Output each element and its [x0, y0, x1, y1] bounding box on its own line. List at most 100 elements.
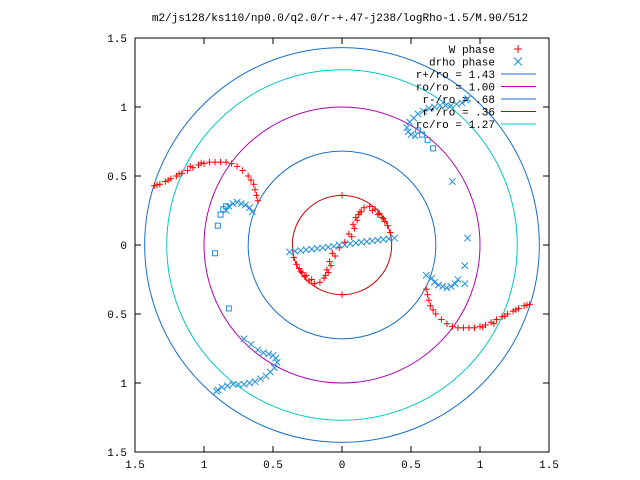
w-phase-point [189, 164, 197, 171]
cross-mark-b [286, 248, 294, 256]
drho-phase-point [218, 383, 226, 391]
cross-mark-b [241, 201, 249, 209]
drho-phase-point [251, 378, 259, 386]
y-tick-label: 1.5 [107, 34, 127, 46]
cross-mark-b [452, 100, 461, 108]
w-phase-point [211, 159, 219, 166]
cross-mark-b [233, 198, 241, 206]
drho-phase-point [240, 380, 248, 388]
w-phase-point [338, 291, 346, 298]
circle-roro [203, 106, 481, 384]
y-tick-label: 1 [120, 103, 127, 115]
w-phase-point [251, 186, 259, 193]
drho-phase-point [439, 282, 447, 290]
w-phase-point [297, 268, 304, 275]
axes: 1.5 1 0.5 0 0.5 1 1.51.510.500.511.5 [107, 34, 559, 472]
w-phase-point [228, 160, 235, 167]
cross-mark-b [248, 208, 256, 216]
cross-mark-b [436, 102, 444, 110]
cross-mark-b [363, 237, 371, 246]
w-phase-point [151, 182, 158, 189]
w-phase-point [325, 269, 332, 276]
cross-mark-b [240, 335, 248, 343]
cross-mark-b [245, 204, 254, 212]
w-phase-point [296, 265, 303, 272]
cross-mark-b [390, 234, 398, 242]
drho-phase-point [448, 177, 456, 186]
cross-mark-b [411, 132, 419, 140]
w-phase-point [360, 204, 368, 211]
cross-mark-b [425, 104, 433, 112]
drho-phase-point [425, 104, 433, 112]
w-phase-point [345, 230, 353, 238]
w-phase-point [331, 252, 339, 260]
drho-phase-point [240, 335, 248, 343]
cross-mark-b [335, 241, 343, 249]
w-phase-point [153, 181, 161, 189]
y-tick-label: 1 [120, 379, 127, 391]
drho-phase-point [273, 358, 281, 366]
w-phase-point [162, 178, 169, 185]
w-phase-point [376, 210, 383, 217]
drho-phase-point [241, 201, 249, 209]
drho-phase-point [229, 200, 237, 208]
w-phase-point [184, 167, 191, 174]
legend-label: W phase [449, 45, 495, 57]
drho-phase-point [443, 284, 451, 292]
y-tick-label: 0.5 [107, 310, 127, 322]
cross-mark-b [324, 243, 332, 251]
w-phase-point [311, 280, 318, 287]
legend-label: drho phase [429, 58, 495, 70]
w-phase-point [323, 266, 331, 274]
w-phase-point [427, 302, 434, 309]
drho-phase-point [430, 278, 439, 286]
cross-mark-b [308, 245, 316, 253]
drho-phase-point [403, 124, 411, 132]
cross-mark-b [448, 177, 456, 186]
circle-rro [291, 194, 393, 296]
drho-phase-point [407, 131, 415, 139]
w-phase-point [187, 163, 194, 170]
w-phase-point [250, 181, 257, 188]
w-phase-point [353, 216, 361, 224]
cross-mark-b [237, 200, 245, 208]
w-phase-point [253, 192, 260, 199]
cross-mark-b [414, 110, 422, 118]
cross-mark-b [251, 378, 259, 386]
drho-phase-point [411, 132, 419, 140]
drho-phase-point [234, 380, 243, 388]
cross-mark-b [439, 282, 447, 290]
drho-phase-point [435, 281, 443, 289]
drho-phase-point [464, 95, 472, 103]
drho-phase-point [245, 204, 254, 212]
drho-phase-point [212, 387, 220, 395]
cross-mark-b [454, 275, 462, 284]
w-phase-point [432, 310, 440, 318]
cross-mark-b [385, 235, 393, 243]
legend-label: rc/ro = 1.27 [416, 120, 495, 132]
w-phase-point [523, 301, 531, 309]
w-phase-point [302, 272, 310, 279]
drho-phase-point [259, 349, 267, 357]
drho-phase-point [229, 380, 237, 388]
drho-phase-point [254, 346, 262, 354]
w-phase-point [378, 214, 386, 221]
cross-mark-b [247, 340, 255, 348]
cross-mark-b [428, 274, 436, 282]
cross-mark-b [464, 95, 472, 103]
drho-phase-point [458, 99, 466, 107]
cross-mark-b [430, 278, 439, 286]
cross-mark-b [229, 380, 237, 388]
cross-mark-b [447, 102, 455, 110]
drho-phase-point [233, 198, 241, 206]
drho-phase-point [390, 234, 398, 242]
y-tick-label: 1.5 [107, 448, 127, 460]
w-phase-point [526, 301, 533, 308]
w-phase-point [254, 197, 262, 205]
w-phase-point [352, 214, 359, 221]
drho-phase-point [419, 107, 427, 115]
drho-phase-point [447, 102, 455, 110]
cross-mark-b [234, 380, 243, 388]
